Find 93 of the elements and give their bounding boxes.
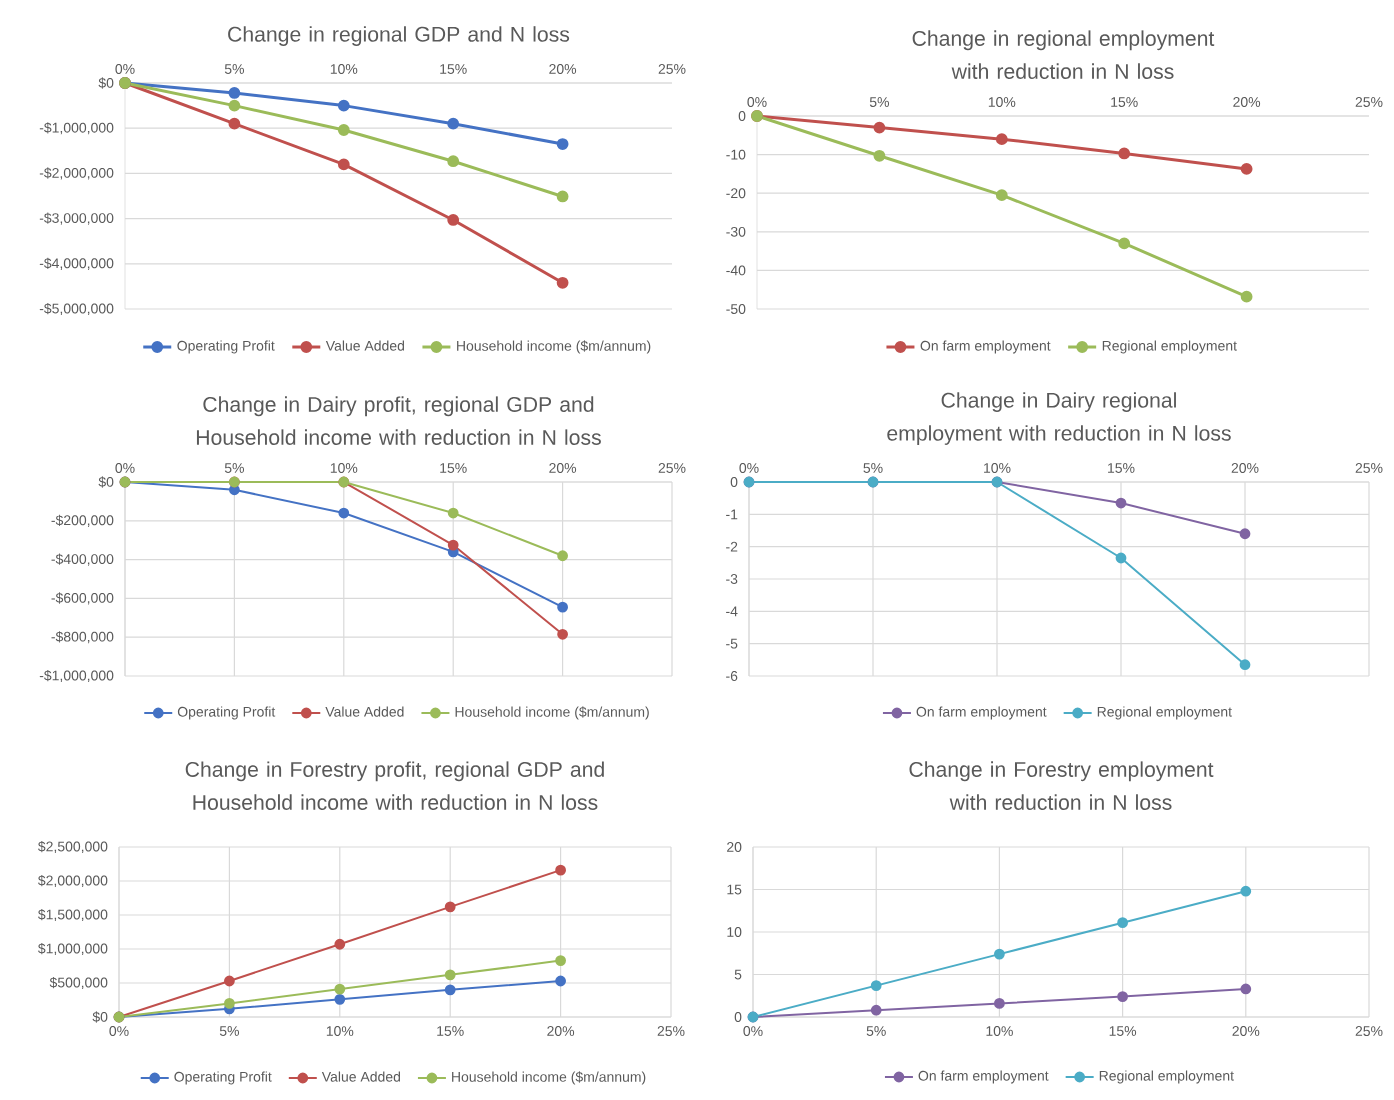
y-tick-label: 15	[727, 884, 742, 895]
chart-title: Change in regional employment with reduction in N loss	[912, 30, 1215, 79]
x-tick-label: 25%	[658, 64, 686, 74]
y-tick-label: -50	[726, 304, 746, 314]
x-tick-label: 10%	[326, 1026, 354, 1036]
x-tick-label: 10%	[988, 97, 1016, 107]
x-tick-label: 0%	[115, 64, 135, 74]
y-tick-label: $0	[92, 1011, 108, 1023]
y-tick-label: -6	[726, 671, 738, 681]
y-tick-label: $2,000,000	[38, 874, 108, 888]
x-tick-label: 20%	[1231, 463, 1259, 473]
x-tick-label: 25%	[657, 1026, 685, 1036]
x-tick-label: 20%	[547, 1026, 575, 1036]
y-tick-label: -$200,000	[51, 514, 114, 527]
x-tick-label: 25%	[658, 463, 686, 473]
x-tick-label: 25%	[1355, 1026, 1383, 1036]
x-tick-label: 20%	[1232, 1026, 1260, 1036]
x-tick-label: 15%	[1111, 97, 1138, 107]
chart-title: Change in Forestry profit, regional GDP and Household income with reduction in N loss	[185, 761, 604, 810]
x-tick-label: 15%	[1109, 1026, 1137, 1036]
chart-title: Change in Dairy regional employment with reduction in N loss	[887, 392, 1231, 445]
x-tick-label: 20%	[549, 64, 577, 74]
chart-title: Change in Forestry employment with reduction in N loss	[909, 761, 1214, 810]
x-tick-label: 20%	[549, 463, 577, 473]
x-tick-label: 15%	[440, 64, 467, 74]
legend-label: Value Added	[325, 340, 404, 351]
y-tick-label: -$1,000,000	[39, 669, 114, 683]
x-tick-label: 5%	[224, 463, 245, 473]
x-tick-label: 15%	[437, 1026, 464, 1036]
y-tick-label: 0	[738, 111, 746, 121]
x-tick-label: 0%	[743, 1026, 763, 1036]
x-tick-label: 15%	[440, 463, 467, 473]
y-tick-label: 0	[730, 477, 738, 487]
x-tick-label: 5%	[863, 463, 883, 473]
legend-label: Household income ($m/annum)	[452, 1071, 646, 1085]
x-tick-label: 0%	[109, 1026, 129, 1036]
y-tick-label: $1,000,000	[38, 942, 108, 956]
chart-title: Change in regional GDP and N loss	[228, 26, 570, 46]
legend-label: On farm employment	[918, 1070, 1049, 1084]
y-tick-label: $0	[98, 77, 114, 89]
y-tick-label: -$4,000,000	[39, 257, 114, 270]
x-tick-label: 0%	[739, 463, 759, 473]
legend-label: Regional employment	[1097, 706, 1232, 720]
y-tick-label: -20	[726, 188, 746, 199]
x-tick-label: 5%	[866, 1026, 886, 1036]
legend-label: On farm employment	[916, 706, 1047, 720]
y-tick-label: $2,500,000	[38, 840, 108, 854]
y-tick-label: -$3,000,000	[39, 212, 114, 225]
x-tick-label: 20%	[1233, 97, 1261, 107]
y-tick-label: -$400,000	[51, 553, 114, 566]
legend-label: Regional employment	[1099, 1070, 1234, 1084]
y-tick-label: 10	[727, 927, 742, 937]
x-tick-label: 10%	[330, 463, 358, 473]
y-tick-label: -$800,000	[51, 631, 114, 644]
x-tick-label: 0%	[747, 97, 767, 107]
x-tick-label: 25%	[1355, 97, 1383, 107]
y-tick-label: 5	[734, 969, 742, 980]
y-tick-label: $1,500,000	[38, 908, 108, 922]
legend-label: Operating Profit	[177, 706, 276, 720]
chart-title: Change in Dairy profit, regional GDP and Household income with reduction in N loss	[196, 396, 601, 445]
legend-label: Household income ($m/annum)	[457, 340, 651, 354]
legend-label: Regional employment	[1102, 340, 1237, 354]
x-tick-label: 10%	[984, 463, 1011, 473]
x-tick-label: 15%	[1108, 463, 1135, 473]
x-tick-label: 10%	[986, 1026, 1013, 1036]
legend-label: Value Added	[325, 706, 404, 717]
legend-label: Operating Profit	[174, 1071, 272, 1085]
y-tick-label: 0	[734, 1012, 742, 1022]
legend-label: Value Added	[321, 1071, 400, 1082]
legend-label: On farm employment	[920, 340, 1051, 354]
legend-label: Operating Profit	[177, 340, 275, 354]
y-tick-label: -$1,000,000	[39, 122, 114, 135]
y-tick-label: $0	[98, 476, 114, 488]
y-tick-label: -2	[726, 541, 738, 552]
y-tick-label: -4	[726, 606, 738, 617]
y-tick-label: -1	[726, 509, 738, 520]
y-tick-label: -$600,000	[51, 592, 114, 605]
y-tick-label: -$5,000,000	[39, 302, 114, 316]
y-tick-label: -3	[726, 574, 738, 584]
y-tick-label: -$2,000,000	[39, 167, 114, 180]
x-tick-label: 5%	[219, 1026, 240, 1036]
y-tick-label: $500,000	[49, 976, 108, 990]
x-tick-label: 0%	[115, 463, 135, 473]
y-tick-label: -40	[726, 265, 746, 276]
y-tick-label: 20	[727, 842, 742, 852]
legend-label: Household income ($m/annum)	[455, 706, 649, 720]
y-tick-label: -5	[726, 638, 738, 649]
y-tick-label: -10	[726, 149, 746, 160]
x-tick-label: 25%	[1355, 463, 1383, 473]
x-tick-label: 5%	[224, 64, 245, 74]
x-tick-label: 10%	[330, 64, 358, 74]
x-tick-label: 5%	[869, 97, 890, 107]
y-tick-label: -30	[726, 226, 746, 237]
